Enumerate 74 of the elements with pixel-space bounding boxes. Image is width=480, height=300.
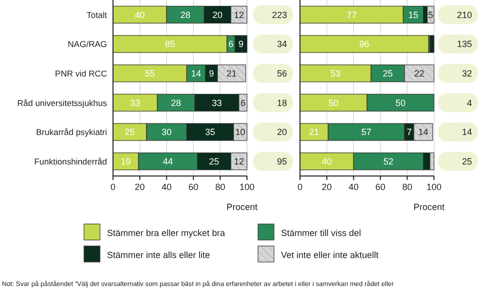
text: 34	[276, 39, 287, 50]
y-tick-label: Funktionshinderråd	[34, 156, 108, 167]
text: 25	[462, 156, 472, 167]
data-label: 33	[212, 98, 222, 108]
data-label: 53	[330, 68, 341, 79]
data-label: 6	[228, 39, 234, 50]
data-label: 25	[382, 68, 393, 79]
data-label: 50	[395, 98, 406, 108]
data-label: 85	[164, 39, 175, 50]
data-label: 35	[205, 127, 216, 138]
legend-label: Stämmer bra eller mycket bra	[107, 228, 226, 238]
x-tick-label: 80	[215, 182, 226, 192]
data-label: 7	[406, 127, 412, 138]
data-label: 21	[226, 68, 237, 79]
data-label: 14	[191, 68, 202, 79]
y-tick-label: Brukarråd psykiatri	[36, 127, 108, 138]
x-tick-label: 0	[297, 182, 303, 192]
x-tick-label: 80	[402, 182, 412, 192]
data-label: 15	[408, 10, 418, 20]
legend-label: Vet inte eller inte aktuellt	[281, 250, 380, 260]
text: 14	[462, 127, 472, 138]
data-label: 19	[120, 156, 131, 167]
data-label: 77	[346, 10, 357, 20]
x-tick-label: 0	[110, 182, 116, 192]
text: 223	[272, 10, 287, 20]
data-label: 6	[240, 98, 246, 108]
data-label: 28	[170, 98, 181, 108]
y-tick-label: Totalt	[86, 10, 108, 20]
x-tick-label: 100	[426, 182, 442, 192]
text: 32	[462, 68, 472, 79]
y-tick-label: NAG/RAG	[68, 39, 107, 50]
text: 4	[466, 98, 472, 108]
data-label: 12	[234, 10, 244, 20]
text: 18	[276, 98, 287, 108]
data-label: 55	[144, 68, 155, 79]
data-label: 44	[162, 156, 173, 167]
data-label: 12	[234, 156, 244, 167]
data-label: 96	[359, 39, 370, 50]
text: 56	[276, 68, 287, 79]
data-label: 40	[134, 10, 145, 20]
data-label: 28	[180, 10, 190, 20]
data-label: 14	[418, 127, 428, 138]
text: 20	[276, 127, 287, 138]
text: 210	[456, 10, 472, 20]
data-label: 57	[361, 127, 372, 138]
data-label: 5	[428, 10, 434, 20]
x-tick-label: 100	[239, 182, 255, 192]
data-label: 40	[322, 156, 332, 167]
text: 95	[276, 156, 287, 167]
x-tick-label: 40	[348, 182, 359, 192]
data-label: 33	[130, 98, 140, 108]
data-label: 10	[235, 127, 246, 138]
data-label: 30	[162, 127, 172, 138]
legend-label: Stämmer till viss del	[281, 228, 362, 238]
x-axis-title: Procent	[226, 202, 258, 212]
x-tick-label: 60	[375, 182, 386, 192]
data-label: 50	[328, 98, 339, 108]
data-label: 21	[309, 127, 320, 138]
y-tick-label: PNR vid RCC	[55, 68, 107, 79]
x-tick-label: 60	[188, 182, 198, 192]
y-tick-label: Råd universitetssjukhus	[17, 98, 107, 108]
data-label: 25	[124, 127, 135, 138]
data-label: 25	[209, 156, 220, 167]
data-label: 20	[212, 10, 223, 20]
data-label: 22	[414, 68, 424, 79]
x-tick-label: 20	[322, 182, 332, 192]
text: 135	[456, 39, 472, 50]
x-tick-label: 20	[134, 182, 145, 192]
legend-label: Stämmer inte alls eller lite	[107, 250, 210, 260]
data-label: 52	[383, 156, 394, 167]
x-tick-label: 40	[162, 182, 172, 192]
data-label: 9	[208, 68, 214, 79]
data-label: 9	[238, 39, 244, 50]
x-axis-title: Procent	[413, 202, 445, 212]
